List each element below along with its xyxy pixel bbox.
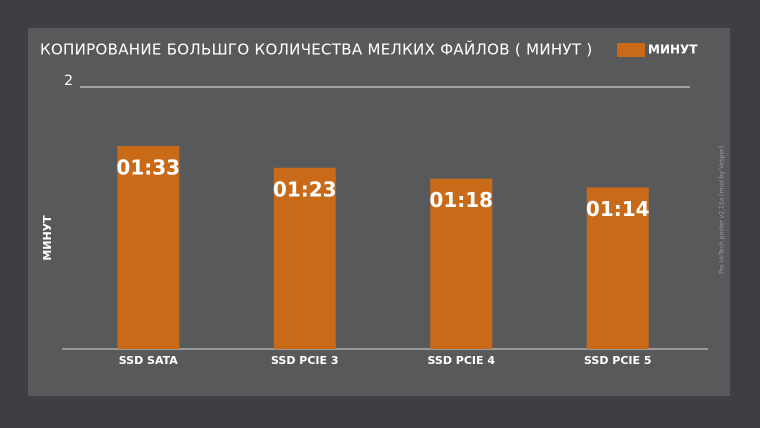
bar <box>273 167 336 349</box>
bar <box>117 145 180 349</box>
value-label: 01:23 <box>273 177 337 201</box>
x-tick-label: SSD PCIE 4 <box>427 354 495 367</box>
value-label: 01:14 <box>586 197 650 221</box>
y-tick-label: 2 <box>64 73 73 89</box>
legend-swatch <box>617 43 645 57</box>
x-tick-label: SSD PCIE 3 <box>271 354 339 367</box>
x-tick-label: SSD SATA <box>119 354 179 367</box>
value-label: 01:33 <box>116 155 180 179</box>
bar <box>430 178 493 349</box>
x-tick-label: SSD PCIE 5 <box>584 354 652 367</box>
watermark: Pro Hi-Tech poster v2.15a [mod by Vesper… <box>719 146 726 274</box>
chart-title: КОПИРОВАНИЕ БОЛЬШГО КОЛИЧЕСТВА МЕЛКИХ ФА… <box>40 40 593 59</box>
legend-label: МИНУТ <box>648 43 698 57</box>
value-label: 01:18 <box>429 188 493 212</box>
bar <box>586 187 649 349</box>
y-axis-label: МИНУТ <box>41 215 54 261</box>
